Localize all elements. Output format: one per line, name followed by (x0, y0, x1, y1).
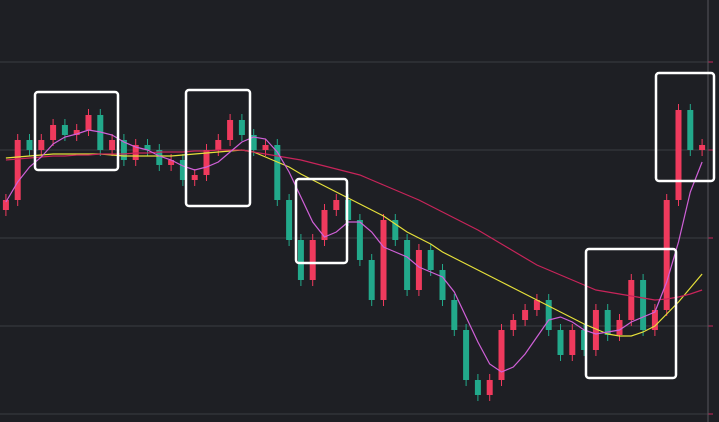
candle-body (14, 140, 21, 200)
candle-body (262, 145, 269, 150)
candle-body (628, 280, 635, 320)
candle-body (651, 310, 658, 330)
candle-body (474, 380, 481, 395)
candle-body (321, 210, 328, 240)
candle-body (368, 260, 375, 300)
candle-body (309, 240, 316, 280)
highlight-box (184, 88, 252, 208)
candle-body (179, 160, 186, 180)
candle-body (569, 330, 576, 355)
highlight-box (33, 90, 120, 172)
plot-area (0, 61, 713, 415)
candle-body (463, 330, 470, 380)
candle-body (604, 310, 611, 335)
candle-body (333, 200, 340, 210)
candle-body (227, 120, 234, 140)
candle-body (616, 320, 623, 335)
candle-body (486, 380, 493, 395)
candle-body (640, 280, 647, 330)
candle-body (439, 270, 446, 300)
candle-body (522, 310, 529, 320)
candle-body (238, 120, 245, 135)
candle-body (592, 310, 599, 350)
candle-body (663, 200, 670, 310)
candle-body (545, 300, 552, 330)
moving-average-line (5, 149, 703, 337)
candle-body (2, 200, 9, 210)
candle-body (156, 150, 163, 165)
candle-body (191, 175, 198, 180)
candle-body (109, 140, 116, 150)
candle-body (38, 140, 45, 150)
candle-body (85, 115, 92, 130)
candle-body (699, 145, 706, 150)
candle-body (404, 240, 411, 290)
candle-body (50, 125, 57, 140)
candle-body (144, 145, 151, 150)
candle-body (61, 125, 68, 135)
candle-body (274, 145, 281, 200)
candle-body (687, 110, 694, 150)
highlight-box (654, 71, 716, 183)
candle-body (297, 240, 304, 280)
candle-body (26, 140, 33, 150)
candle-body (415, 250, 422, 290)
candle-body (533, 300, 540, 310)
candle-body (120, 140, 127, 160)
candle-body (203, 150, 210, 175)
candle-body (392, 220, 399, 240)
highlight-boxes (33, 71, 716, 380)
candle-body (581, 330, 588, 350)
candle-body (498, 330, 505, 380)
candle-body (250, 135, 257, 150)
candle-body (380, 220, 387, 300)
candle-body (168, 160, 175, 165)
candle-body (675, 110, 682, 200)
highlight-box (294, 177, 349, 265)
candle-body (286, 200, 293, 240)
moving-average-line (5, 149, 703, 301)
candle-body (427, 250, 434, 270)
candle-body (356, 220, 363, 260)
candle-body (215, 140, 222, 150)
candle-body (557, 330, 564, 355)
candle-body (451, 300, 458, 330)
candle-body (510, 320, 517, 330)
candle-body (73, 130, 80, 135)
highlight-box (584, 247, 678, 380)
